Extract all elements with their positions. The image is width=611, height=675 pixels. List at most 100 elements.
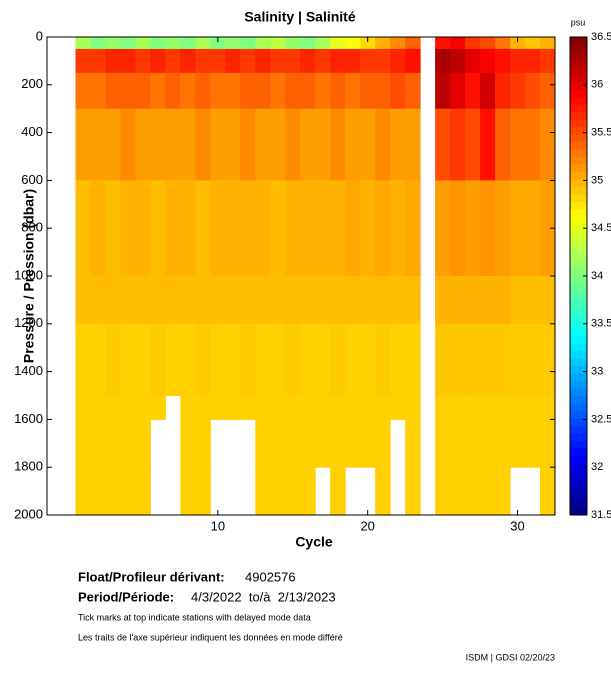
cell	[255, 72, 271, 110]
cell	[120, 419, 136, 468]
cell	[510, 180, 526, 277]
cell	[75, 467, 91, 516]
cell	[255, 323, 271, 396]
colorbar-tick-label: 35	[591, 174, 603, 186]
cell	[330, 419, 346, 468]
cell	[360, 48, 376, 74]
cell	[480, 72, 496, 110]
cell	[495, 72, 511, 110]
cell	[165, 276, 181, 325]
cell	[510, 48, 526, 74]
cell	[525, 72, 541, 110]
cell	[75, 48, 91, 74]
cell	[225, 323, 241, 396]
colorbar-step	[570, 402, 587, 411]
cell	[450, 37, 466, 50]
cell	[510, 323, 526, 396]
y-tick-label: 800	[21, 220, 43, 235]
colorbar-tick-label: 36.5	[591, 31, 611, 43]
cell	[225, 72, 241, 110]
float-id: 4902576	[245, 569, 296, 584]
chart-title: Salinity | Salinité	[244, 9, 355, 25]
cell	[540, 108, 556, 181]
cell	[345, 48, 361, 74]
cell	[390, 323, 406, 396]
cell	[300, 180, 316, 277]
cell	[495, 180, 511, 277]
cell	[195, 108, 211, 181]
cell	[360, 395, 376, 420]
cell	[270, 108, 286, 181]
cell	[300, 108, 316, 181]
cell	[540, 180, 556, 277]
colorbar-tick-label: 36	[591, 79, 603, 91]
colorbar-step	[570, 59, 587, 68]
cell	[330, 48, 346, 74]
colorbar-tick-label: 35.5	[591, 127, 611, 139]
cell	[135, 108, 151, 181]
colorbar-step	[570, 298, 587, 307]
cell	[480, 276, 496, 325]
colorbar-step	[570, 335, 587, 344]
cell	[525, 48, 541, 74]
cell	[270, 48, 286, 74]
cell	[375, 48, 391, 74]
cell	[375, 180, 391, 277]
cell	[105, 395, 121, 420]
colorbar-step	[570, 81, 587, 90]
cell	[315, 323, 331, 396]
cell	[285, 37, 301, 50]
cell	[525, 37, 541, 50]
y-tick-label: 1200	[14, 315, 43, 330]
cell	[465, 48, 481, 74]
cell	[285, 72, 301, 110]
cell	[195, 276, 211, 325]
cell	[405, 276, 421, 325]
colorbar-step	[570, 462, 587, 471]
cell	[120, 180, 136, 277]
cell	[330, 467, 346, 516]
colorbar-step	[570, 201, 587, 210]
y-tick-label: 0	[36, 28, 43, 43]
colorbar-step	[570, 477, 587, 486]
cell	[375, 108, 391, 181]
cell	[345, 72, 361, 110]
cell	[210, 108, 226, 181]
cell	[345, 276, 361, 325]
colorbar-step	[570, 141, 587, 150]
cell	[300, 395, 316, 420]
cell	[285, 180, 301, 277]
cell	[135, 419, 151, 468]
cell	[120, 467, 136, 516]
cell	[360, 72, 376, 110]
cell	[225, 108, 241, 181]
cell	[450, 467, 466, 516]
cell	[165, 48, 181, 74]
cell	[330, 323, 346, 396]
cell	[240, 72, 256, 110]
colorbar-step	[570, 328, 587, 337]
cell	[405, 323, 421, 396]
cell	[450, 72, 466, 110]
colorbar-step	[570, 261, 587, 270]
cell	[480, 395, 496, 420]
cell	[360, 108, 376, 181]
cell	[105, 467, 121, 516]
cell	[210, 72, 226, 110]
x-axis-label: Cycle	[295, 534, 333, 550]
cell	[75, 419, 91, 468]
cell	[285, 323, 301, 396]
cell	[330, 72, 346, 110]
cell	[525, 419, 541, 468]
cell	[525, 180, 541, 277]
cell	[135, 467, 151, 516]
cell	[330, 108, 346, 181]
cell	[435, 37, 451, 50]
cell	[75, 180, 91, 277]
cell	[390, 37, 406, 50]
cell	[90, 108, 106, 181]
y-tick-label: 200	[21, 76, 43, 91]
cell	[180, 72, 196, 110]
colorbar-step	[570, 37, 587, 45]
cell	[240, 395, 256, 420]
